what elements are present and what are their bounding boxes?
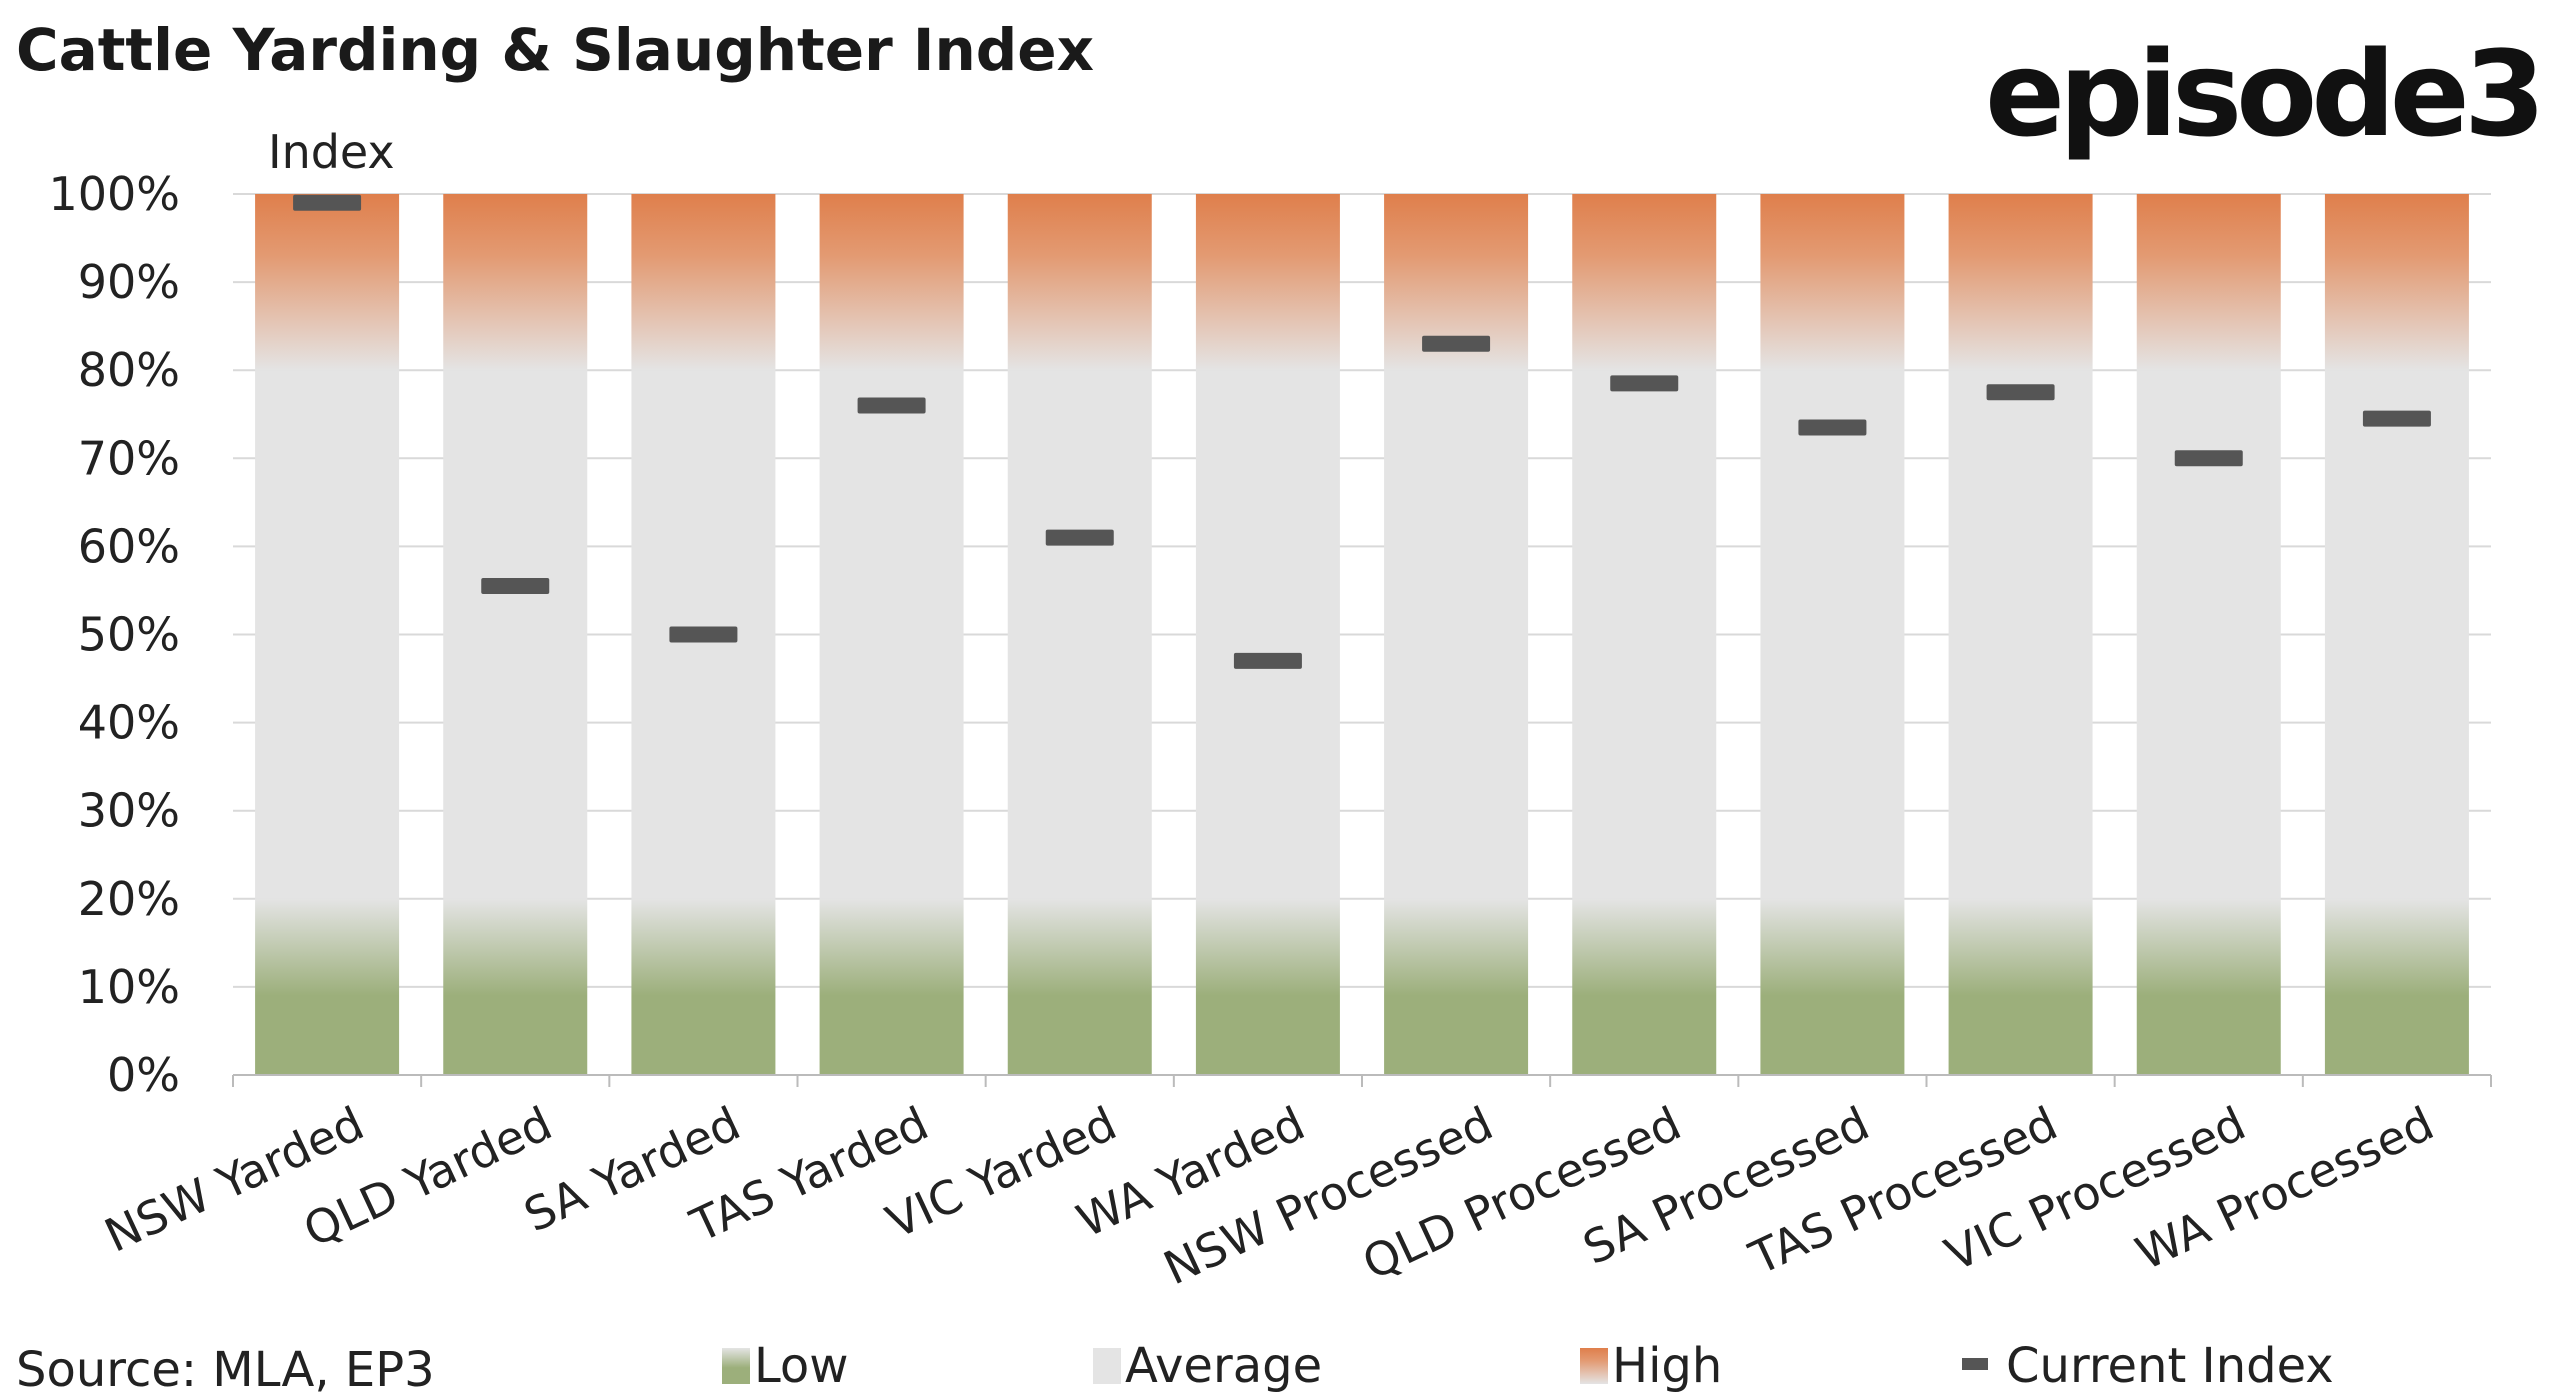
band-high — [2324, 194, 2469, 371]
legend-high-label: High — [1612, 1338, 1722, 1394]
current-index-marker — [2362, 410, 2431, 427]
current-index-marker — [293, 194, 362, 211]
category-label: TAS Processed — [1741, 1096, 2065, 1286]
band-high — [1572, 194, 1717, 371]
current-index-marker — [1610, 375, 1679, 392]
band-high — [1760, 194, 1905, 371]
band-high — [819, 194, 964, 371]
y-tick-label: 10% — [78, 960, 180, 1014]
band-low — [1384, 898, 1529, 1075]
current-index-marker — [2174, 450, 2243, 467]
band-average — [443, 370, 588, 899]
band-high — [1195, 194, 1340, 371]
y-tick-label: 30% — [78, 784, 180, 838]
band-low — [443, 898, 588, 1075]
band-average — [1384, 370, 1529, 899]
current-index-marker — [1422, 335, 1491, 352]
band-low — [1760, 898, 1905, 1075]
y-tick-label: 100% — [48, 167, 180, 221]
episode3-logo: episode3 — [1985, 25, 2540, 163]
y-tick-label: 60% — [78, 519, 180, 573]
band-average — [2136, 370, 2281, 899]
band-low — [2324, 898, 2469, 1075]
band-high — [2136, 194, 2281, 371]
current-index-marker — [1045, 529, 1114, 546]
current-index-marker — [857, 397, 926, 414]
band-average — [1195, 370, 1340, 899]
band-low — [2136, 898, 2281, 1075]
legend-low-swatch — [722, 1348, 750, 1384]
band-average — [1572, 370, 1717, 899]
y-tick-label: 90% — [78, 255, 180, 309]
legend-current-index-label: Current Index — [2006, 1338, 2334, 1394]
band-average — [1007, 370, 1152, 899]
band-high — [255, 194, 400, 371]
y-tick-label: 70% — [78, 431, 180, 485]
band-low — [1195, 898, 1340, 1075]
category-label: QLD Processed — [1354, 1096, 1688, 1290]
band-high — [1948, 194, 2093, 371]
band-average — [819, 370, 964, 899]
band-high — [631, 194, 776, 371]
band-low — [255, 898, 400, 1075]
chart-title: Cattle Yarding & Slaughter Index — [16, 16, 1094, 84]
current-index-marker — [669, 626, 738, 643]
y-axis-label: Index — [268, 125, 395, 179]
band-low — [1007, 898, 1152, 1075]
legend-low-label: Low — [754, 1338, 849, 1394]
band-low — [1948, 898, 2093, 1075]
y-tick-label: 50% — [78, 608, 180, 662]
current-index-marker — [1798, 419, 1867, 436]
category-label: NSW Processed — [1156, 1096, 1501, 1295]
band-low — [1572, 898, 1717, 1075]
band-high — [1007, 194, 1152, 371]
band-average — [1760, 370, 1905, 899]
band-low — [631, 898, 776, 1075]
current-index-marker — [1233, 652, 1302, 669]
band-average — [2324, 370, 2469, 899]
legend-current-index-swatch — [1962, 1358, 1988, 1370]
legend-average-swatch — [1093, 1348, 1121, 1384]
y-tick-label: 20% — [78, 872, 180, 926]
band-average — [255, 370, 400, 899]
legend-average-label: Average — [1125, 1338, 1322, 1394]
y-tick-label: 40% — [78, 696, 180, 750]
current-index-marker — [481, 578, 550, 595]
band-average — [1948, 370, 2093, 899]
y-tick-label: 80% — [78, 343, 180, 397]
y-tick-label: 0% — [107, 1048, 180, 1102]
band-high — [443, 194, 588, 371]
current-index-marker — [1986, 384, 2055, 401]
band-low — [819, 898, 964, 1075]
source-note: Source: MLA, EP3 — [16, 1342, 435, 1398]
legend-high-swatch — [1580, 1348, 1608, 1384]
